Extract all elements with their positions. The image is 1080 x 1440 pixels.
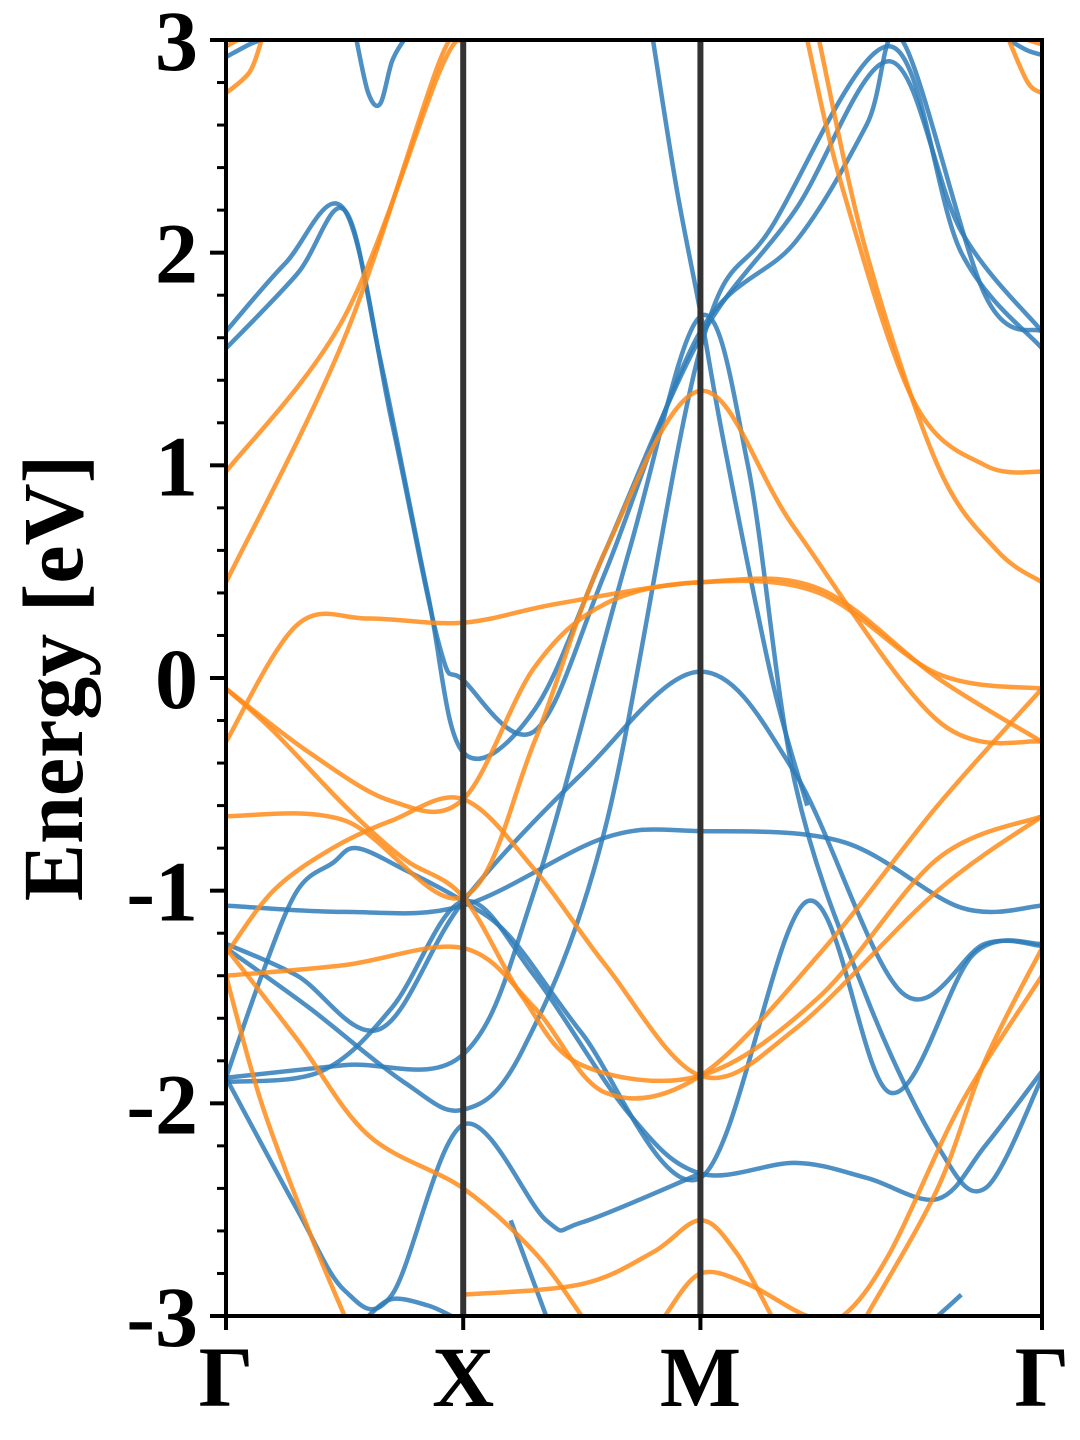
orange-band-31 (226, 40, 264, 95)
orange-band-18 (226, 388, 1042, 901)
y-axis-label: Energy [eV] (5, 455, 101, 902)
x-tick-label: Γ (199, 1329, 254, 1425)
orange-band-22 (226, 946, 584, 1316)
y-tick-label: 1 (155, 418, 198, 514)
blue-band-15 (936, 1293, 963, 1316)
blue-band-8 (226, 1076, 702, 1312)
orange-band-24 (463, 1218, 774, 1316)
orange-band-25 (663, 974, 1042, 1316)
y-tick-label: -2 (126, 1056, 198, 1152)
blue-band-11 (1007, 40, 1042, 58)
blue-band-1 (226, 669, 1042, 1034)
y-tick-label: 0 (155, 631, 198, 727)
y-axis-ticks: -3 -2 -1 0 1 2 3 (126, 0, 226, 1365)
blue-band-0 (226, 827, 1042, 916)
high-symmetry-lines (460, 40, 704, 1316)
orange-band-21 (226, 687, 1042, 1101)
orange-band-23 (226, 975, 347, 1316)
orange-band-26 (864, 947, 1042, 1316)
orange-band-30 (816, 40, 1042, 585)
blue-band-6 (226, 898, 1042, 1203)
blue-band-4 (226, 40, 1042, 737)
y-tick-label: -1 (126, 844, 198, 940)
x-tick-label: Γ (1015, 1329, 1070, 1425)
x-tick-label: X (432, 1329, 494, 1425)
bands-group (226, 40, 1042, 1316)
orange-band-28 (226, 40, 466, 474)
y-tick-label: -3 (126, 1269, 198, 1365)
orange-band-20 (226, 795, 1042, 1081)
y-tick-label: 3 (155, 0, 198, 89)
orange-band-29 (805, 40, 1042, 475)
orange-band-32 (1006, 40, 1042, 96)
blue-band-14 (650, 40, 810, 807)
blue-band-7 (226, 845, 1042, 1183)
orange-band-17 (226, 576, 1042, 744)
blue-band-13 (366, 1296, 453, 1316)
orange-band-27 (226, 40, 465, 584)
blue-band-2 (226, 44, 1042, 1113)
y-tick-label: 2 (155, 206, 198, 302)
x-tick-label: M (660, 1329, 741, 1425)
blue-band-12 (508, 1219, 549, 1316)
blue-band-5 (226, 312, 1042, 1194)
blue-band-9 (354, 40, 406, 109)
orange-band-19 (226, 686, 1042, 1084)
